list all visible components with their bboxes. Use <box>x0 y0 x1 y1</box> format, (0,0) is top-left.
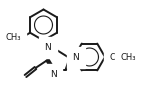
Text: N: N <box>44 43 51 52</box>
Text: CH₃: CH₃ <box>120 52 136 62</box>
Text: N: N <box>50 70 57 79</box>
Text: N: N <box>72 53 79 62</box>
Text: O: O <box>109 52 116 62</box>
Text: CH₃: CH₃ <box>5 33 21 42</box>
